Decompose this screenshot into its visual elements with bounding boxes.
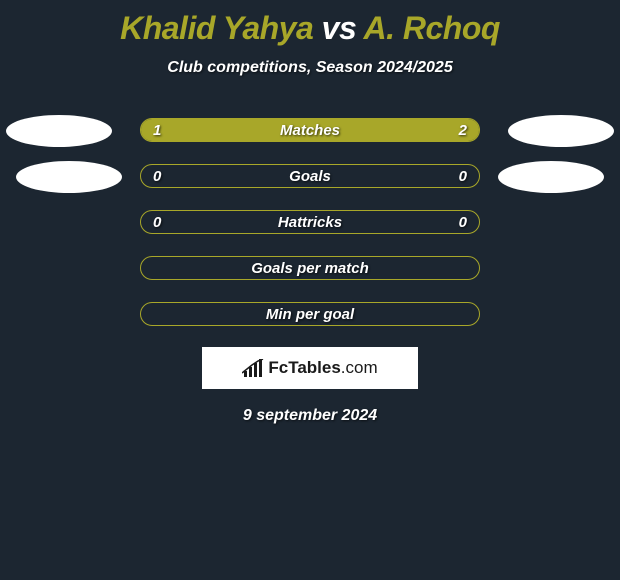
stat-label: Hattricks (141, 211, 479, 233)
stat-row: Goals per match (0, 255, 620, 283)
stat-label: Goals (141, 165, 479, 187)
stat-row: 12Matches (0, 117, 620, 145)
stat-row: Min per goal (0, 301, 620, 329)
stat-row: 00Hattricks (0, 209, 620, 237)
logo-box: FcTables.com (202, 347, 418, 389)
stat-label: Matches (141, 119, 479, 141)
stat-bar-track: 00Goals (140, 164, 480, 188)
date-label: 9 september 2024 (0, 407, 620, 425)
title-connector: vs (322, 10, 357, 46)
stats-container: 12Matches 00Goals 00Hattricks Goals per mat… (0, 117, 620, 329)
stat-label: Min per goal (141, 303, 479, 325)
stat-bar-track: Min per goal (140, 302, 480, 326)
logo-text: FcTables.com (268, 358, 377, 378)
player1-name: Khalid Yahya (120, 10, 313, 46)
stat-bar-track: 12Matches (140, 118, 480, 142)
logo-brand: FcTables (268, 358, 340, 377)
player1-avatar (16, 161, 122, 193)
logo-domain: .com (341, 358, 378, 377)
comparison-title: Khalid Yahya vs A. Rchoq (0, 0, 620, 47)
player2-avatar (498, 161, 604, 193)
chart-icon (242, 359, 264, 377)
stat-bar-track: Goals per match (140, 256, 480, 280)
player1-avatar (6, 115, 112, 147)
player2-avatar (508, 115, 614, 147)
stat-label: Goals per match (141, 257, 479, 279)
subtitle: Club competitions, Season 2024/2025 (0, 59, 620, 77)
player2-name: A. Rchoq (363, 10, 499, 46)
stat-bar-track: 00Hattricks (140, 210, 480, 234)
stat-row: 00Goals (0, 163, 620, 191)
